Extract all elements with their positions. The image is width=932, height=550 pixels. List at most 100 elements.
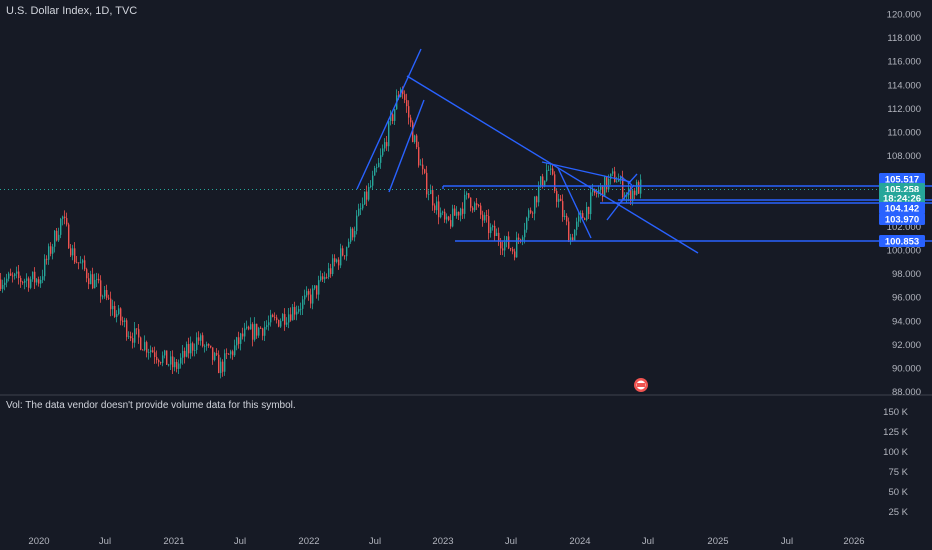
x-tick-label: Jul	[505, 536, 517, 547]
x-tick-label: Jul	[781, 536, 793, 547]
candle-body	[418, 147, 420, 166]
x-tick-label: Jul	[234, 536, 246, 547]
candle-body	[622, 177, 624, 198]
candle-body	[422, 164, 424, 170]
event-marker-icon[interactable]	[634, 378, 648, 392]
candle-body	[28, 278, 30, 288]
candle-body	[222, 361, 224, 372]
candle-body	[504, 241, 506, 251]
candle-body	[366, 191, 368, 200]
candle-body	[456, 211, 458, 216]
candle-body	[142, 349, 144, 351]
candle-body	[330, 268, 332, 274]
candle-body	[18, 271, 20, 279]
candle-body	[98, 278, 100, 281]
candle-body	[0, 279, 2, 289]
candle-body	[506, 236, 508, 242]
candle-body	[10, 273, 12, 276]
candle-body	[594, 189, 596, 194]
candle-body	[358, 208, 360, 216]
candle-body	[114, 305, 116, 317]
candle-body	[20, 278, 22, 282]
volume-tick-label: 150 K	[883, 407, 908, 418]
candle-body	[214, 353, 216, 360]
candle-body	[322, 276, 324, 280]
candle-body	[336, 259, 338, 262]
candle-body	[314, 285, 316, 289]
price-tag-box	[879, 202, 925, 214]
candle-body	[126, 320, 128, 337]
candle-body	[404, 94, 406, 101]
candle-body	[568, 221, 570, 243]
x-tick-label: 2024	[569, 536, 590, 547]
candle-body	[474, 203, 476, 211]
candle-body	[200, 335, 202, 341]
candle-body	[610, 173, 612, 179]
time-axis[interactable]: 2020 Jul 2021 Jul 2022 Jul 2023 Jul 2024 Jul 2025 J…	[28, 536, 864, 547]
candle-body	[490, 227, 492, 234]
candle-body	[174, 361, 176, 368]
candle-body	[426, 172, 428, 195]
candle-body	[110, 298, 112, 310]
candle-body	[16, 271, 18, 274]
candle-body	[148, 352, 150, 353]
x-tick-label: 2026	[843, 536, 864, 547]
candle-body	[532, 212, 534, 214]
candle-body	[454, 208, 456, 216]
candle-body	[446, 216, 448, 220]
candle-body	[268, 322, 270, 326]
candle-body	[242, 333, 244, 337]
candle-body	[484, 215, 486, 221]
price-tag-label: 105.517	[885, 174, 919, 185]
candle-body	[338, 259, 340, 266]
volume-tick-label: 125 K	[883, 427, 908, 438]
candle-body	[576, 221, 578, 230]
candle-body	[444, 211, 446, 220]
candle-body	[334, 258, 336, 262]
candle-body	[168, 364, 170, 366]
candle-body	[482, 214, 484, 221]
candle-body	[44, 258, 46, 277]
candle-body	[128, 336, 130, 338]
candle-body	[554, 174, 556, 192]
volume-message: Vol: The data vendor doesn't provide vol…	[6, 400, 296, 411]
candle-body	[254, 323, 256, 340]
candle-body	[424, 169, 426, 173]
candle-body	[202, 335, 204, 347]
candle-body	[52, 246, 54, 254]
x-tick-label: Jul	[642, 536, 654, 547]
candle-body	[372, 175, 374, 186]
candle-body	[216, 353, 218, 355]
candle-body	[630, 188, 632, 202]
candle-body	[212, 347, 214, 360]
candle-body	[122, 320, 124, 322]
candle-body	[184, 350, 186, 357]
candle-body	[30, 279, 32, 288]
candle-body	[542, 176, 544, 187]
candle-body	[324, 276, 326, 280]
candle-body	[534, 196, 536, 214]
candle-body	[198, 337, 200, 341]
candle-body	[196, 337, 198, 351]
candle-body	[340, 248, 342, 266]
y-tick-label: 92.000	[892, 340, 921, 351]
trend-line	[388, 99, 425, 193]
candle-body	[34, 271, 36, 283]
candle-body	[160, 362, 162, 364]
candle-body	[276, 317, 278, 321]
candle-body	[496, 232, 498, 237]
candle-body	[498, 232, 500, 242]
candle-body	[232, 351, 234, 356]
candle-body	[406, 100, 408, 107]
candle-body	[226, 353, 228, 355]
y-tick-label: 94.000	[892, 316, 921, 327]
candle-body	[264, 326, 266, 336]
candle-body	[278, 320, 280, 327]
candle-body	[54, 230, 56, 247]
candle-body	[250, 324, 252, 330]
x-tick-label: Jul	[369, 536, 381, 547]
candle-body	[272, 314, 274, 317]
chart-title: U.S. Dollar Index, 1D, TVC	[6, 5, 138, 17]
candle-body	[164, 350, 166, 356]
